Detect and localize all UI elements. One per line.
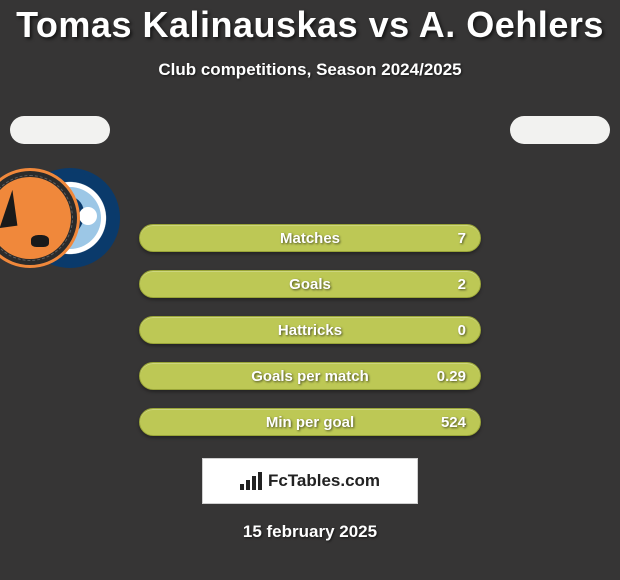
bar-chart-icon bbox=[240, 472, 262, 490]
stat-label: Goals per match bbox=[251, 368, 369, 385]
stat-value: 7 bbox=[458, 230, 466, 247]
brand-text: FcTables.com bbox=[268, 471, 380, 491]
stat-bar: Matches 7 bbox=[139, 224, 481, 252]
player-avatar-right bbox=[510, 116, 610, 144]
brand-box: FcTables.com bbox=[202, 458, 418, 504]
date-label: 15 february 2025 bbox=[0, 522, 620, 542]
stat-bar: Min per goal 524 bbox=[139, 408, 481, 436]
comparison-panel: Matches 7 Goals 2 Hattricks 0 Goals per … bbox=[0, 124, 620, 542]
stat-label: Goals bbox=[289, 276, 331, 293]
subtitle: Club competitions, Season 2024/2025 bbox=[0, 60, 620, 80]
player-avatar-left bbox=[10, 116, 110, 144]
stat-value: 0.29 bbox=[437, 368, 466, 385]
stat-value: 2 bbox=[458, 276, 466, 293]
stat-bar: Goals 2 bbox=[139, 270, 481, 298]
page-title: Tomas Kalinauskas vs A. Oehlers bbox=[0, 0, 620, 46]
stats-bars: Matches 7 Goals 2 Hattricks 0 Goals per … bbox=[139, 224, 481, 436]
stat-label: Matches bbox=[280, 230, 340, 247]
stat-bar: Hattricks 0 bbox=[139, 316, 481, 344]
stat-value: 0 bbox=[458, 322, 466, 339]
sailboat-icon bbox=[0, 177, 71, 259]
stat-label: Min per goal bbox=[266, 414, 354, 431]
stat-label: Hattricks bbox=[278, 322, 342, 339]
stat-value: 524 bbox=[441, 414, 466, 431]
stat-bar: Goals per match 0.29 bbox=[139, 362, 481, 390]
